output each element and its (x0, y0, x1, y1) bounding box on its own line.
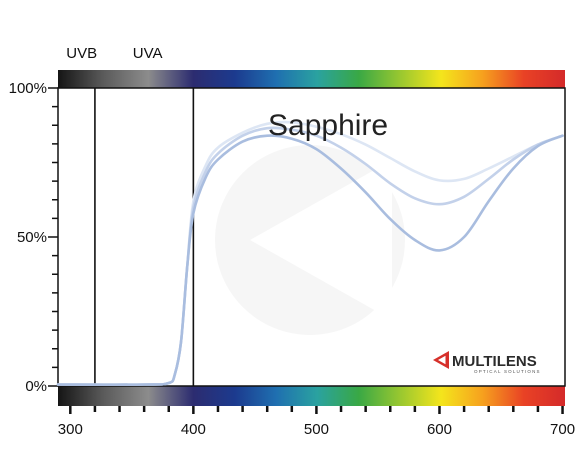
watermark (215, 145, 405, 335)
x-tick-label: 600 (427, 421, 452, 438)
band-label-uvb: UVB (66, 45, 97, 62)
y-axis: 0% 50% 100% (9, 80, 58, 395)
spectrum-bar-bottom (58, 386, 565, 406)
band-lines (94, 88, 195, 386)
series-line-2 (56, 134, 564, 386)
band-label-uva: UVA (133, 45, 163, 62)
y-tick-label: 100% (9, 80, 47, 97)
x-tick-label: 700 (550, 421, 575, 438)
x-tick-label: 300 (58, 421, 83, 438)
y-tick-label: 50% (17, 229, 47, 246)
x-axis: 300 400 500 600 700 (58, 406, 575, 438)
multilens-logo: MULTILENS OPTICAL SOLUTIONS (433, 351, 541, 374)
spectrum-bar-top (58, 70, 565, 88)
logo-name: MULTILENS (452, 353, 537, 370)
logo-tagline: OPTICAL SOLUTIONS (474, 369, 541, 374)
y-tick-label: 0% (25, 378, 47, 395)
x-tick-label: 500 (304, 421, 329, 438)
series-layer (56, 120, 564, 386)
chart-title: Sapphire (268, 109, 388, 142)
x-tick-label: 400 (181, 421, 206, 438)
logo-mark-icon (433, 351, 449, 369)
